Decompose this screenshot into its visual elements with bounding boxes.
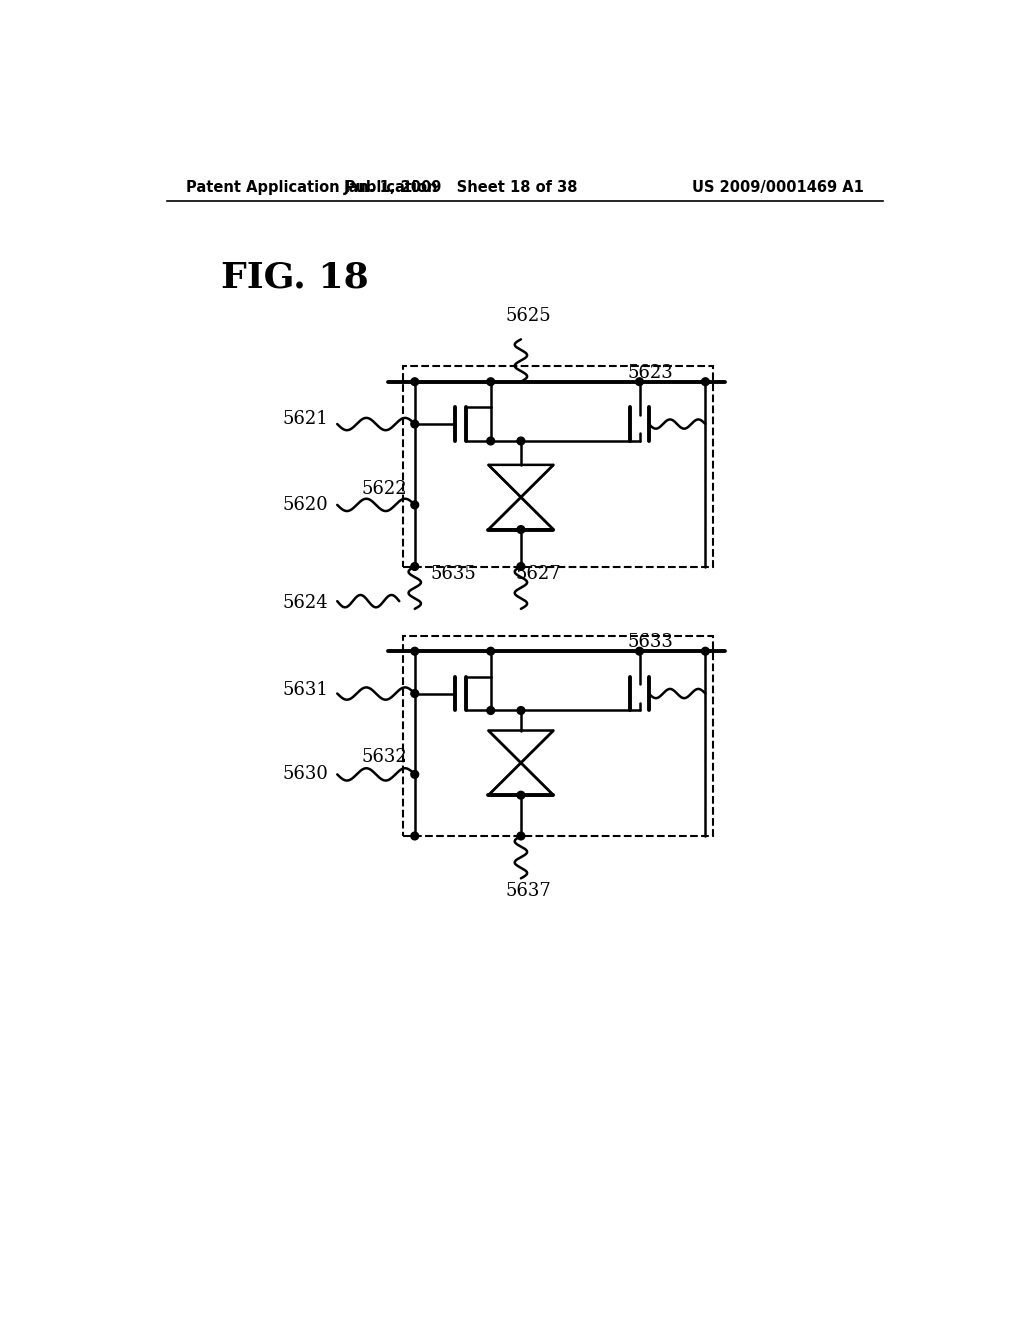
Text: 5635: 5635 bbox=[430, 565, 476, 583]
Text: 5623: 5623 bbox=[628, 364, 674, 381]
Circle shape bbox=[486, 437, 495, 445]
Circle shape bbox=[411, 771, 419, 779]
Text: Jan. 1, 2009   Sheet 18 of 38: Jan. 1, 2009 Sheet 18 of 38 bbox=[344, 180, 579, 195]
Text: 5637: 5637 bbox=[506, 882, 551, 900]
Circle shape bbox=[517, 525, 524, 533]
Circle shape bbox=[411, 562, 419, 570]
Text: 5621: 5621 bbox=[283, 409, 328, 428]
Circle shape bbox=[411, 420, 419, 428]
Circle shape bbox=[517, 706, 524, 714]
Circle shape bbox=[701, 378, 710, 385]
Circle shape bbox=[486, 647, 495, 655]
Bar bbox=[403, 636, 713, 836]
Circle shape bbox=[517, 562, 524, 570]
Text: 5620: 5620 bbox=[283, 496, 328, 513]
Circle shape bbox=[411, 647, 419, 655]
Text: 5633: 5633 bbox=[628, 634, 674, 651]
Circle shape bbox=[517, 832, 524, 840]
Circle shape bbox=[411, 378, 419, 385]
Text: Patent Application Publication: Patent Application Publication bbox=[186, 180, 437, 195]
Circle shape bbox=[411, 502, 419, 508]
Text: 5632: 5632 bbox=[361, 748, 407, 767]
Text: US 2009/0001469 A1: US 2009/0001469 A1 bbox=[692, 180, 864, 195]
Text: 5631: 5631 bbox=[282, 681, 328, 698]
Text: FIG. 18: FIG. 18 bbox=[221, 261, 369, 294]
Bar bbox=[403, 366, 713, 566]
Circle shape bbox=[486, 378, 495, 385]
Circle shape bbox=[486, 706, 495, 714]
Circle shape bbox=[411, 689, 419, 697]
Circle shape bbox=[701, 647, 710, 655]
Circle shape bbox=[636, 647, 643, 655]
Text: 5625: 5625 bbox=[506, 308, 551, 325]
Circle shape bbox=[636, 378, 643, 385]
Circle shape bbox=[517, 792, 524, 799]
Circle shape bbox=[517, 437, 524, 445]
Text: 5624: 5624 bbox=[283, 594, 328, 612]
Text: 5630: 5630 bbox=[282, 766, 328, 783]
Text: 5627: 5627 bbox=[515, 565, 561, 583]
Text: 5622: 5622 bbox=[361, 480, 407, 499]
Circle shape bbox=[411, 832, 419, 840]
